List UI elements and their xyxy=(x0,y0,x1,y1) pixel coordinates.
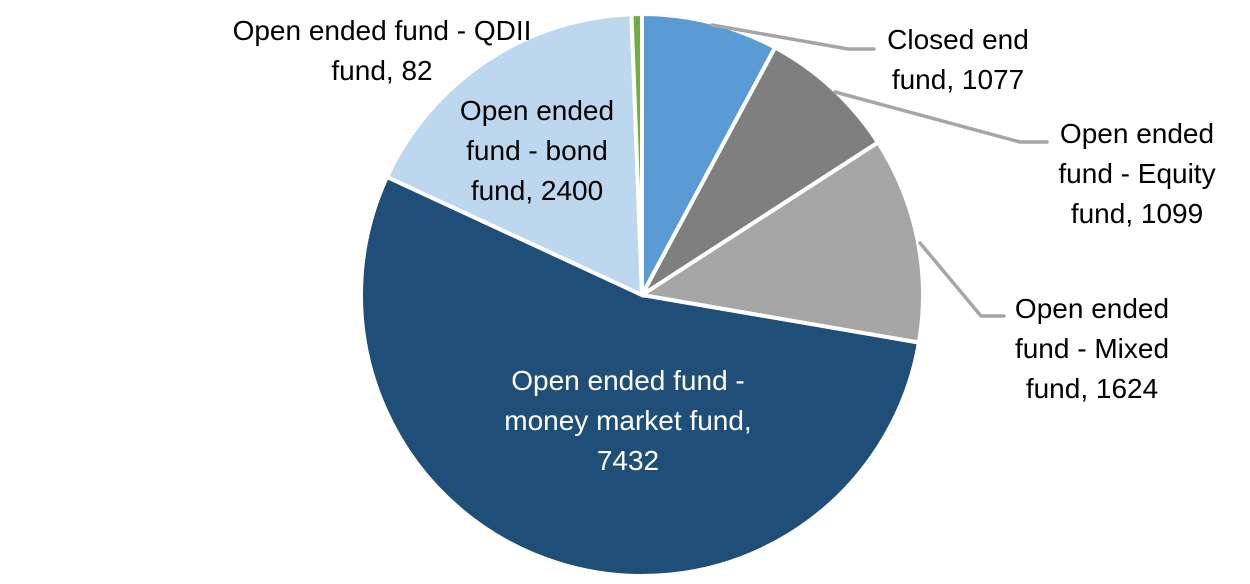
label-line: money market fund, xyxy=(504,405,752,436)
label-line: fund - Mixed xyxy=(1014,333,1170,364)
label-line: fund, 1624 xyxy=(1025,373,1159,404)
pie-slice-open-ended-fund-money-market-fund xyxy=(359,174,922,578)
label-line: Open ended fund - QDII xyxy=(232,15,532,46)
slice-label-bond-fund: Open ended fund - bond fund, 2400 xyxy=(427,91,647,211)
label-line: fund, 2400 xyxy=(470,175,604,206)
slice-label-mixed-fund: Open ended fund - Mixed fund, 1624 xyxy=(962,289,1222,409)
pie-slice-open-ended-fund-bond-fund xyxy=(384,12,645,299)
slice-label-qdii-fund: Open ended fund - QDII fund, 82 xyxy=(202,11,562,91)
label-line: fund, 82 xyxy=(331,55,433,86)
label-line: Open ended fund - xyxy=(511,365,745,396)
leader-line-equity-fund xyxy=(833,90,1049,144)
leader-line-mixed-fund xyxy=(918,241,1006,318)
label-line: Open ended xyxy=(1059,118,1215,149)
slice-label-closed-end-fund: Closed end fund, 1077 xyxy=(828,20,1088,100)
slice-label-money-market-fund: Open ended fund - money market fund, 743… xyxy=(458,361,798,481)
pie-slice-open-ended-fund-mixed-fund xyxy=(636,139,925,345)
pie-slice-open-ended-fund-qdii-fund xyxy=(629,11,644,296)
leader-line-closed-end-fund xyxy=(710,23,876,51)
label-line: fund - Equity xyxy=(1058,158,1216,189)
slice-label-equity-fund: Open ended fund - Equity fund, 1099 xyxy=(1007,114,1250,234)
label-line: Closed end xyxy=(887,24,1029,55)
label-line: Open ended xyxy=(1014,293,1170,324)
pie-slice-closed-end-fund xyxy=(640,11,778,296)
label-line: 7432 xyxy=(596,445,660,476)
label-line: Open ended xyxy=(459,95,615,126)
label-line: fund, 1099 xyxy=(1070,198,1204,229)
pie-slice-open-ended-fund-equity-fund xyxy=(640,44,881,297)
label-line: fund - bond xyxy=(466,135,608,166)
label-line: fund, 1077 xyxy=(891,64,1025,95)
